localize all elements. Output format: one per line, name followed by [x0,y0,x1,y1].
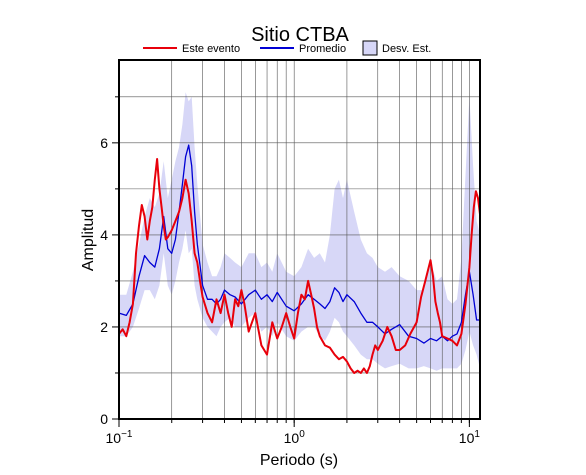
chart-title: Sitio CTBA [251,24,349,46]
std-band-layer [119,92,480,371]
legend: Este evento Promedio Desv. Est. [143,40,431,56]
series-layer [118,144,481,374]
x-tick-label: 101 [459,429,481,446]
y-tick-label: 0 [100,411,108,427]
y-tick-label: 4 [100,227,108,243]
y-tick-label: 2 [100,319,108,335]
plot-frame [118,59,481,420]
legend-label-promedio: Promedio [299,43,346,55]
x-axis-label: Periodo (s) [260,452,338,469]
grid-layer [119,60,480,419]
legend-label-este-evento: Este evento [182,43,240,55]
legend-label-desv-est: Desv. Est. [382,43,431,55]
legend-swatch-desv-est [362,40,378,56]
y-axis-label: Amplitud [80,209,97,271]
series-line-este-evento [118,158,481,374]
x-tick-label: 10−1 [106,429,133,446]
plot-area [118,59,481,420]
series-line-promedio [118,144,480,344]
y-tick-label: 6 [100,135,108,151]
x-tick-label: 100 [284,429,306,446]
axes-layer: 0 2 4 6 10−1 100 101 [100,96,481,446]
std-band-area [119,92,480,371]
